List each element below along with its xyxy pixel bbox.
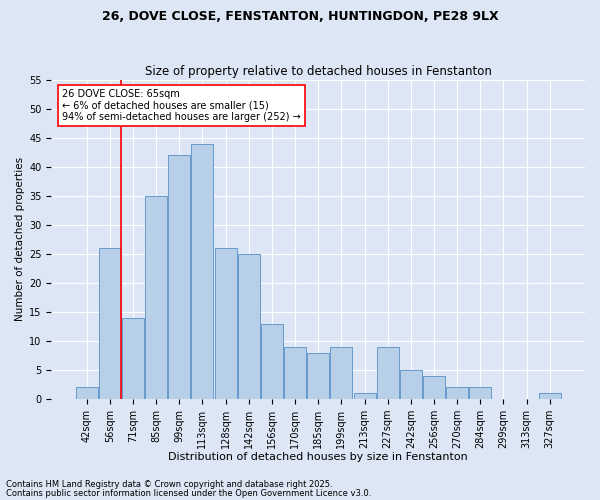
Bar [145, 196, 167, 399]
X-axis label: Distribution of detached houses by size in Fenstanton: Distribution of detached houses by size … [169, 452, 468, 462]
Bar [99, 248, 121, 399]
Bar [238, 254, 260, 399]
Bar [76, 388, 98, 399]
Bar [168, 155, 190, 399]
Bar [423, 376, 445, 399]
Title: Size of property relative to detached houses in Fenstanton: Size of property relative to detached ho… [145, 66, 491, 78]
Text: Contains public sector information licensed under the Open Government Licence v3: Contains public sector information licen… [6, 490, 371, 498]
Text: Contains HM Land Registry data © Crown copyright and database right 2025.: Contains HM Land Registry data © Crown c… [6, 480, 332, 489]
Bar [307, 352, 329, 399]
Bar [539, 394, 561, 399]
Y-axis label: Number of detached properties: Number of detached properties [15, 158, 25, 322]
Bar [331, 347, 352, 399]
Bar [469, 388, 491, 399]
Bar [377, 347, 398, 399]
Bar [446, 388, 468, 399]
Bar [191, 144, 214, 399]
Bar [261, 324, 283, 399]
Bar [353, 394, 376, 399]
Text: 26, DOVE CLOSE, FENSTANTON, HUNTINGDON, PE28 9LX: 26, DOVE CLOSE, FENSTANTON, HUNTINGDON, … [101, 10, 499, 23]
Bar [215, 248, 236, 399]
Bar [400, 370, 422, 399]
Bar [122, 318, 144, 399]
Bar [284, 347, 306, 399]
Text: 26 DOVE CLOSE: 65sqm
← 6% of detached houses are smaller (15)
94% of semi-detach: 26 DOVE CLOSE: 65sqm ← 6% of detached ho… [62, 89, 301, 122]
